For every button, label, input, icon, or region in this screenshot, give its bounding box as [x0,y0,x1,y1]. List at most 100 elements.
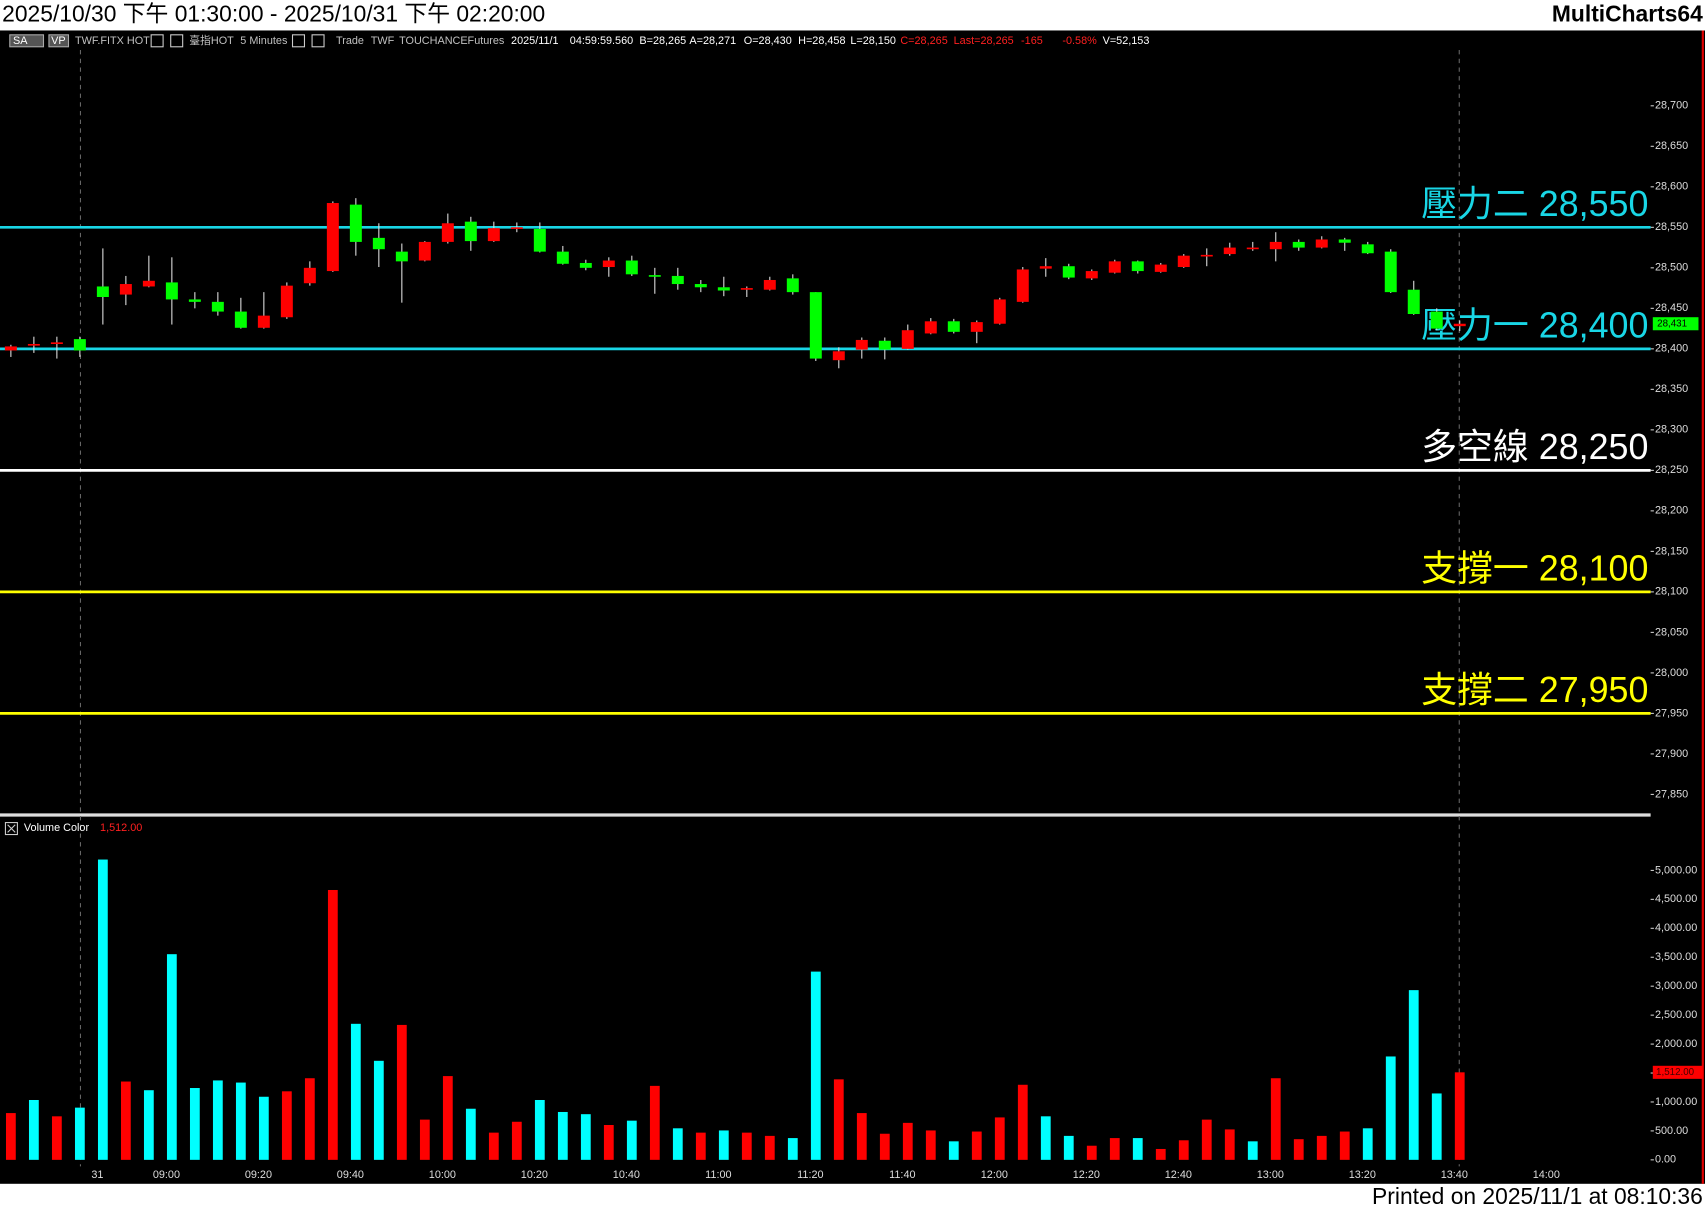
x-tick-label: 31 [91,1169,103,1181]
y-tick-label: 2,000.00 [1655,1038,1697,1050]
candle-body [1085,271,1098,279]
dropdown-button[interactable] [291,34,306,48]
y-tick-label: 28,200 [1655,505,1688,517]
volume-bar [856,1113,867,1160]
y-tick-label: 0.00 [1655,1154,1676,1166]
candle-body [1430,311,1443,329]
y-tick-label: 28,550 [1655,221,1688,233]
y-tick-label: 27,950 [1655,707,1688,719]
toolbar-item: TWF [371,35,395,47]
last-volume-marker [1652,1065,1703,1079]
volume-bar [258,1096,269,1160]
candle-body [211,301,224,312]
level-label: 多空線 28,250 [1421,427,1648,467]
toolbar-item: A=28,271 [689,35,736,47]
volume-bar [166,954,177,1160]
candle-body [740,288,753,290]
volume-bar [879,1133,890,1160]
x-tick-label: 09:00 [153,1169,180,1181]
volume-bar [5,1113,16,1160]
candle-body [648,275,661,277]
candle-body [1177,255,1190,268]
x-tick-label: 09:40 [337,1169,364,1181]
volume-bar [1063,1135,1074,1160]
volume-bar [1339,1131,1350,1160]
last-volume-label: 1,512.00 [1656,1067,1695,1078]
candle-body [556,251,569,264]
volume-bar [120,1081,131,1160]
x-tick-label: 12:40 [1165,1169,1192,1181]
volume-bar [1086,1145,1097,1160]
candle-body [1315,239,1328,248]
candle-body [257,315,270,328]
volume-bar [1431,1093,1442,1160]
toolbar-item: V=52,153 [1103,35,1150,47]
candle-body [602,260,615,268]
volume-bar [304,1078,315,1160]
volume-bar [350,1023,361,1160]
volume-bar [833,1079,844,1160]
dropdown-button[interactable] [311,34,325,48]
dropdown-button[interactable] [170,34,184,48]
volume-bar [189,1088,200,1160]
toolbar-item: B=28,265 [639,35,686,47]
toolbar-box[interactable] [9,34,45,48]
candle-body [372,237,385,250]
toolbar-item: 臺指HOT [189,33,234,47]
candle-body [625,260,638,275]
volume-bar [1040,1116,1051,1160]
candle-body [694,284,707,288]
volume-bar [1109,1138,1120,1160]
date-range: 2025/10/30 下午 01:30:00 - 2025/10/31 下午 0… [2,0,545,26]
x-tick-label: 13:40 [1441,1169,1468,1181]
candle-body [901,330,914,349]
volume-bar [235,1082,246,1160]
volume-bar [672,1128,683,1160]
toolbar-item: H=28,458 [798,35,845,47]
x-tick-label: 10:00 [429,1169,456,1181]
y-tick-label: 28,150 [1655,545,1688,557]
candle-body [165,282,178,300]
y-tick-label: 28,100 [1655,586,1688,598]
volume-bar [971,1131,982,1160]
volume-bar [396,1024,407,1160]
volume-bar [488,1132,499,1160]
candle-body [188,299,201,302]
close-icon[interactable] [4,822,18,836]
volume-bar [534,1099,545,1160]
volume-bar [212,1080,223,1160]
close-icon-cross [7,824,16,833]
toolbar-item: -0.58% [1062,35,1097,47]
toolbar-item: Last=28,265 [954,35,1014,47]
y-tick-label: 4,500.00 [1655,893,1697,905]
toolbar-box[interactable] [48,34,70,48]
toolbar-item: TWF.FITX HOT [75,35,150,47]
toolbar-item: 04:59:59.560 [570,35,633,47]
y-tick-label: 4,000.00 [1655,922,1697,934]
candle-body [349,204,362,242]
volume-bar [51,1116,62,1160]
candle-body [1039,266,1052,269]
toolbar-item: -165 [1021,35,1043,47]
footer-text: Printed on 2025/11/1 at 08:10:36 [1372,1183,1703,1209]
candle-body [1223,247,1236,255]
volume-bar [557,1111,568,1160]
volume-bar [1408,990,1419,1160]
x-tick-label: 10:40 [613,1169,640,1181]
x-tick-label: 09:20 [245,1169,272,1181]
volume-bar [810,971,821,1160]
candle-body [878,340,891,350]
volume-bar [1201,1119,1212,1160]
candle-body [1200,254,1213,257]
dropdown-button[interactable] [150,34,164,48]
y-tick-label: 28,600 [1655,181,1688,193]
y-tick-label: 3,500.00 [1655,951,1697,963]
volume-bar [1224,1129,1235,1160]
volume-bar [97,859,108,1160]
candle-body [510,227,523,229]
volume-bar [948,1141,959,1160]
x-tick-label: 11:20 [797,1169,823,1181]
level-label: 支撐二 27,950 [1421,670,1648,710]
y-tick-label: 27,900 [1655,748,1688,760]
